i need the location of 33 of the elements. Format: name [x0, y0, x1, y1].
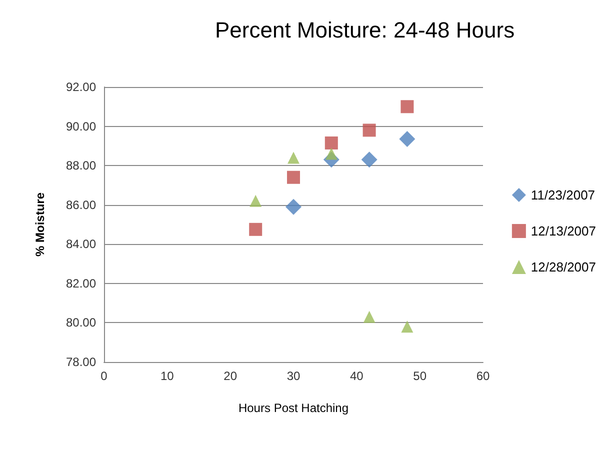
x-tick-label: 0	[100, 369, 108, 383]
point	[250, 194, 262, 207]
y-tick-label: 88.00	[66, 158, 96, 173]
y-tick-label: 82.00	[66, 276, 96, 290]
chart-title: Percent Moisture: 24-48 Hours	[215, 18, 515, 42]
point	[363, 310, 376, 323]
y-tick-label: 78.00	[66, 355, 96, 369]
point	[400, 100, 414, 114]
point	[362, 124, 376, 137]
point	[249, 222, 262, 236]
y-tick-label: 86.00	[66, 198, 96, 212]
x-tick-label: 20	[224, 369, 238, 383]
x-tick-label: 50	[413, 369, 427, 383]
point	[401, 320, 414, 333]
point	[399, 131, 416, 148]
point	[286, 198, 302, 215]
y-tick-label: 90.00	[66, 119, 96, 134]
x-tick-label: 10	[160, 369, 174, 383]
y-tick-label: 84.00	[66, 237, 96, 252]
y-axis-title: % Moisture	[33, 192, 47, 257]
legend-label: 12/13/2007	[530, 224, 596, 238]
x-tick-label: 40	[350, 369, 364, 383]
x-tick-label: 60	[476, 369, 490, 383]
point	[361, 152, 378, 168]
y-tick-label: 80.00	[66, 316, 96, 330]
x-tick-label: 30	[286, 369, 300, 383]
x-axis-title: Hours Post Hatching	[238, 401, 349, 415]
legend-label: 11/23/2007	[530, 188, 596, 202]
legend-label: 12/28/2007	[530, 260, 596, 274]
point	[324, 136, 338, 150]
point	[287, 170, 300, 184]
point	[288, 152, 300, 164]
y-tick-label: 92.00	[66, 80, 96, 94]
